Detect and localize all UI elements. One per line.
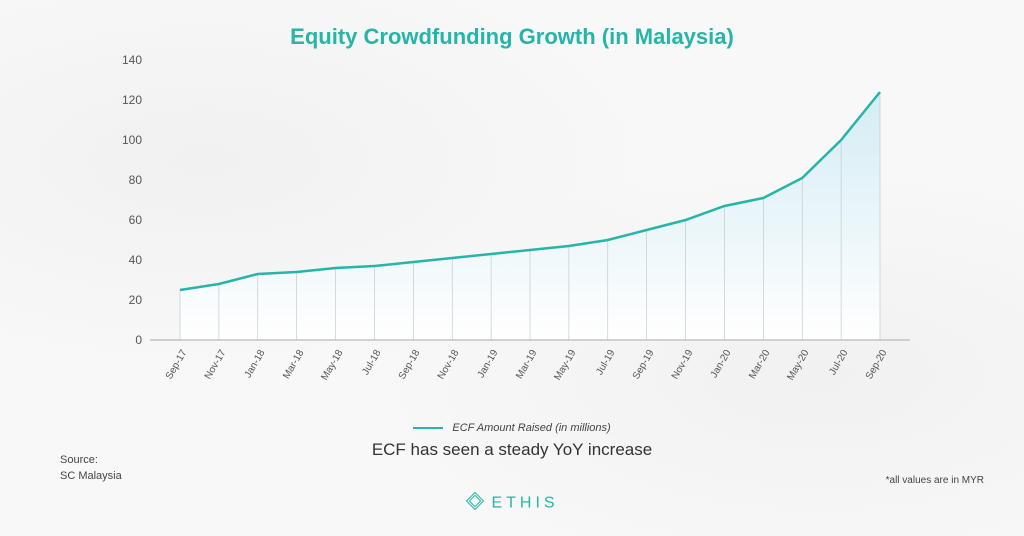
x-tick-label: Sep-19 — [631, 348, 657, 381]
legend-swatch — [413, 427, 443, 429]
disclaimer-text: *all values are in MYR — [886, 475, 984, 486]
x-tick-label: Mar-19 — [514, 348, 539, 381]
x-axis: Sep-17 Nov-17 Jan-18 Mar-18 May-18 Jul-18 Sep-… — [150, 342, 910, 402]
x-tick-label: Jul-18 — [361, 348, 384, 377]
chart-subtitle: ECF has seen a steady YoY increase — [0, 440, 1024, 460]
brand-icon — [465, 491, 485, 516]
y-axis: 020406080100120140 — [110, 60, 150, 340]
y-tick-label: 60 — [129, 213, 142, 227]
x-tick-label: Nov-19 — [669, 348, 695, 381]
source-text: Source: SC Malaysia — [60, 453, 122, 484]
x-tick-label: May-18 — [319, 348, 345, 382]
y-tick-label: 120 — [122, 93, 142, 107]
y-tick-label: 40 — [129, 253, 142, 267]
x-tick-label: Jul-19 — [594, 348, 617, 377]
x-tick-label: Jan-20 — [709, 348, 734, 380]
x-tick-label: Jan-19 — [476, 348, 501, 380]
x-tick-label: Mar-20 — [747, 348, 772, 381]
x-tick-label: May-19 — [552, 348, 578, 382]
x-tick-label: Sep-20 — [864, 348, 890, 381]
legend-label: ECF Amount Raised (in millions) — [452, 422, 610, 434]
y-tick-label: 140 — [122, 53, 142, 67]
chart-container: 020406080100120140 Sep-17Nov-17Jan-18Mar… — [110, 60, 910, 370]
x-tick-label: Sep-17 — [164, 348, 190, 381]
chart-title: Equity Crowdfunding Growth (in Malaysia) — [0, 0, 1024, 58]
x-tick-label: Nov-17 — [203, 348, 229, 381]
y-tick-label: 100 — [122, 133, 142, 147]
x-tick-label: Jan-18 — [242, 348, 267, 380]
x-tick-label: Mar-18 — [281, 348, 306, 381]
brand-logo: ETHIS — [0, 491, 1024, 516]
y-tick-label: 80 — [129, 173, 142, 187]
x-tick-label: Sep-18 — [397, 348, 423, 381]
brand-name: ETHIS — [491, 495, 558, 512]
x-tick-label: Nov-18 — [436, 348, 462, 381]
y-tick-label: 0 — [135, 333, 142, 347]
legend: ECF Amount Raised (in millions) — [0, 422, 1024, 434]
y-tick-label: 20 — [129, 293, 142, 307]
x-tick-label: Jul-20 — [827, 348, 850, 377]
x-tick-label: May-20 — [786, 348, 812, 382]
plot-area — [150, 60, 910, 340]
